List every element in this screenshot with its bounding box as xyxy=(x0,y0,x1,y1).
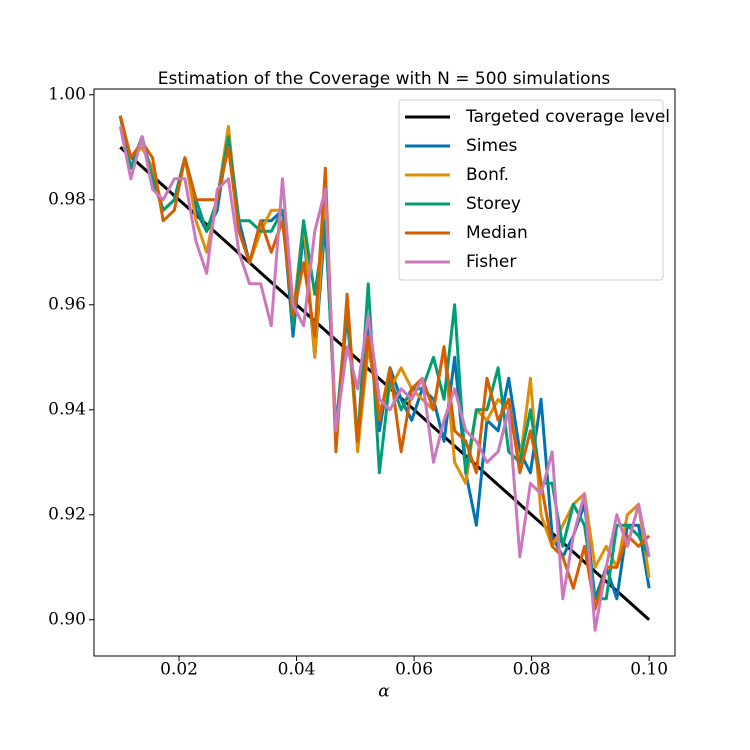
series-line xyxy=(118,125,651,632)
y-tick-label: 0.92 xyxy=(48,504,86,524)
x-axis-label: α xyxy=(378,682,390,702)
y-tick-label: 0.96 xyxy=(48,294,86,314)
legend-label: Bonf. xyxy=(466,165,509,185)
legend-label: Simes xyxy=(466,136,518,156)
legend-label: Fisher xyxy=(466,252,516,272)
x-tick-label: 0.06 xyxy=(395,660,433,680)
legend-label: Median xyxy=(466,223,528,243)
y-tick-label: 0.90 xyxy=(48,609,86,629)
x-tick-label: 0.02 xyxy=(160,660,198,680)
y-tick-label: 0.98 xyxy=(48,189,86,209)
x-tick-label: 0.04 xyxy=(278,660,316,680)
x-tick-label: 0.10 xyxy=(630,660,668,680)
legend-box xyxy=(398,99,664,281)
legend-label: Storey xyxy=(466,194,521,214)
chart-title: Estimation of the Coverage with N = 500 … xyxy=(158,69,611,89)
legend-label: Targeted coverage level xyxy=(465,107,670,127)
axes-frame xyxy=(93,88,676,657)
y-tick-label: 0.94 xyxy=(48,399,86,419)
y-tick-label: 1.00 xyxy=(48,84,86,104)
series-line xyxy=(118,115,651,601)
x-tick-label: 0.08 xyxy=(513,660,551,680)
